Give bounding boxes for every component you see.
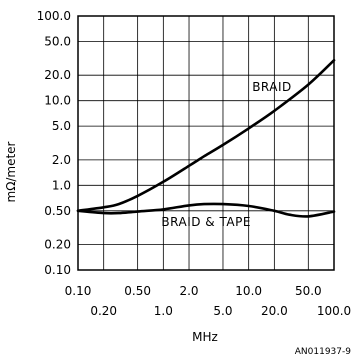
y-tick-label: 50.0 [44, 34, 71, 48]
x-tick-label: 0.50 [124, 284, 151, 298]
y-tick-label: 0.10 [44, 263, 71, 277]
y-tick-label: 20.0 [44, 68, 71, 82]
x-axis-label: MHz [192, 330, 218, 344]
y-tick-label: 5.0 [52, 119, 71, 133]
x-tick-label: 2.0 [179, 284, 198, 298]
x-tick-label: 1.0 [154, 304, 173, 318]
plot-frame [77, 15, 335, 271]
x-tick-labels-top: 0.10 0.50 2.0 10.0 50.0 [65, 284, 322, 298]
y-tick-label: 0.50 [44, 204, 71, 218]
y-tick-label: 100.0 [37, 9, 71, 23]
series-line-1 [76, 202, 336, 218]
y-tick-labels: 100.0 50.0 20.0 10.0 5.0 2.0 1.0 0.50 0.20 0.10 [37, 9, 71, 277]
grid [78, 16, 334, 270]
x-tick-label: 0.10 [65, 284, 92, 298]
series-label-braid: BRAID [252, 80, 292, 94]
x-tick-labels-bottom: 0.20 1.0 5.0 20.0 100.0 [90, 304, 351, 318]
y-tick-label: 0.20 [44, 238, 71, 252]
y-tick-label: 10.0 [44, 94, 71, 108]
series-lines [76, 59, 336, 218]
x-tick-label: 100.0 [317, 304, 351, 318]
series-line-0 [76, 59, 336, 213]
y-tick-label: 1.0 [52, 178, 71, 192]
y-tick-label: 2.0 [52, 153, 71, 167]
x-tick-label: 20.0 [261, 304, 288, 318]
x-tick-label: 10.0 [235, 284, 262, 298]
figure-id: AN011937-9 [295, 347, 351, 357]
x-tick-label: 50.0 [295, 284, 322, 298]
series-label-braid-tape: BRAID & TAPE [161, 215, 250, 229]
x-tick-label: 5.0 [213, 304, 232, 318]
y-axis-label: mΩ/meter [4, 141, 18, 202]
x-tick-label: 0.20 [90, 304, 117, 318]
